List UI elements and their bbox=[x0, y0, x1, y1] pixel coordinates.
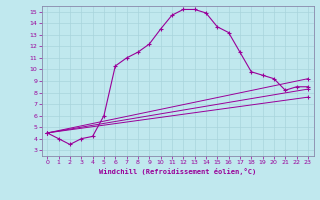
X-axis label: Windchill (Refroidissement éolien,°C): Windchill (Refroidissement éolien,°C) bbox=[99, 168, 256, 175]
